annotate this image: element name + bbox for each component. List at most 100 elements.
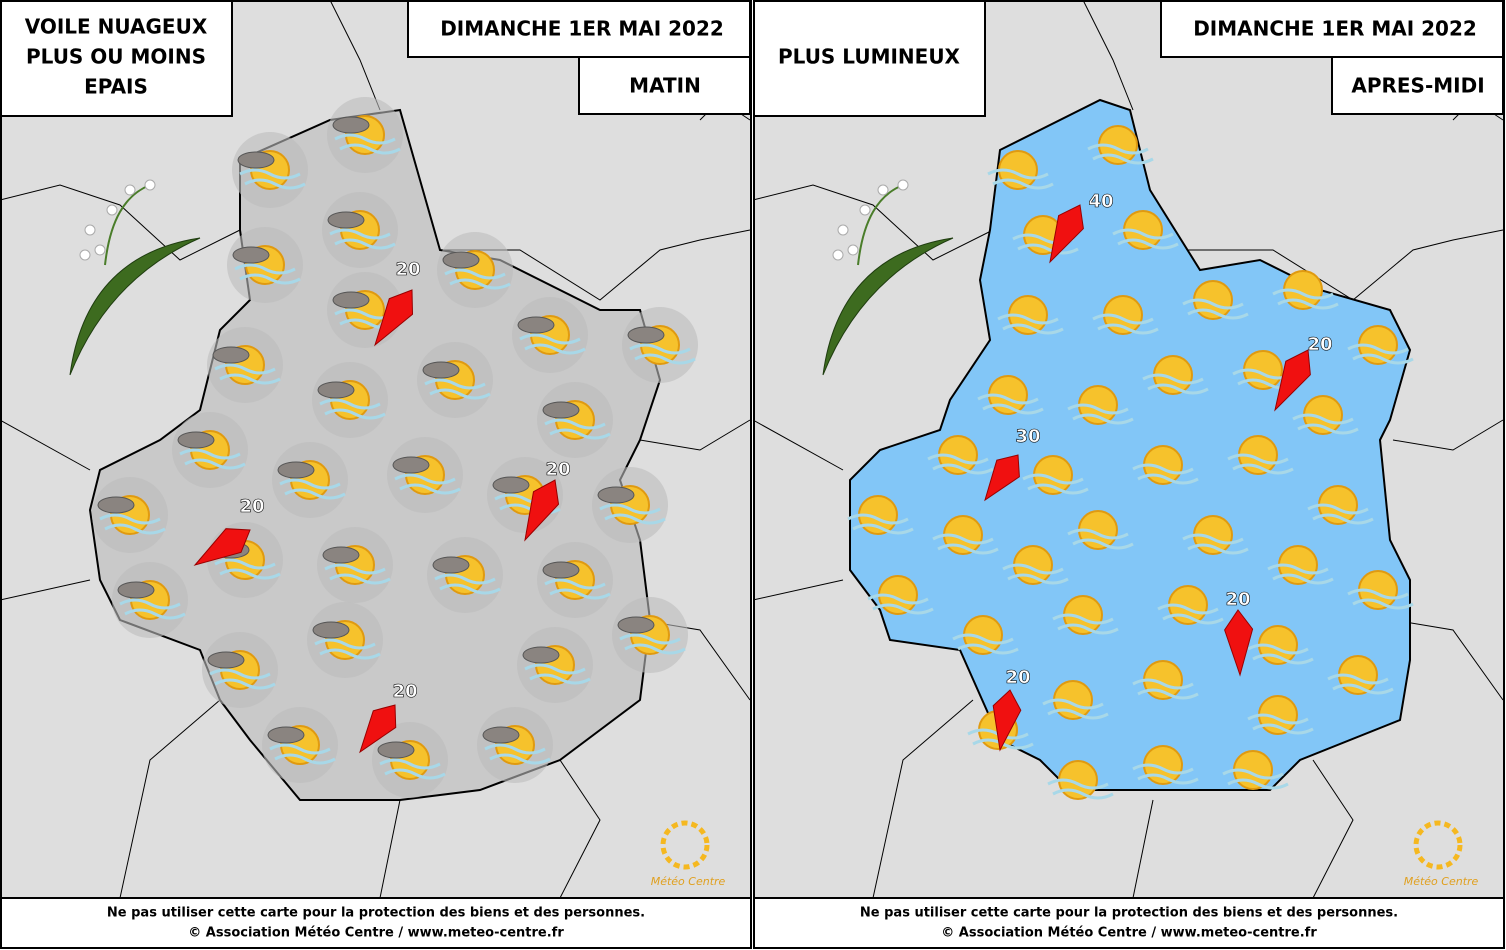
haze — [1092, 313, 1159, 335]
description: VOILE NUAGEUX — [25, 15, 208, 39]
haze — [1307, 503, 1374, 525]
wind-speed: 40 — [1088, 191, 1113, 212]
cloud — [482, 726, 520, 744]
footer-line: © Association Météo Centre / www.meteo-c… — [188, 926, 564, 941]
cloud — [442, 251, 480, 269]
date-box — [407, 0, 751, 58]
logo-text: Météo Centre — [1404, 875, 1479, 888]
haze — [279, 478, 346, 500]
cloud — [97, 496, 135, 514]
wind-speed: 20 — [392, 681, 417, 702]
wind-speed: 20 — [545, 459, 570, 480]
haze — [324, 563, 391, 585]
haze — [932, 533, 999, 555]
cloud — [432, 556, 470, 574]
cloud — [627, 326, 665, 344]
border-line — [0, 184, 241, 261]
flower — [144, 179, 156, 191]
wind-arrow — [1049, 204, 1084, 264]
cloud — [237, 151, 275, 169]
period-box — [1331, 56, 1504, 115]
haze — [209, 668, 276, 690]
haze — [952, 633, 1019, 655]
border-line — [1082, 0, 1134, 111]
haze — [269, 743, 336, 765]
haze — [927, 453, 994, 475]
haze — [334, 133, 401, 155]
logo-sun — [660, 820, 710, 870]
haze — [1222, 768, 1289, 790]
logo-text: Météo Centre — [651, 875, 726, 888]
haze — [484, 743, 551, 765]
cloud — [177, 431, 215, 449]
border-line — [752, 419, 844, 471]
flower — [897, 179, 909, 191]
haze — [1347, 343, 1414, 365]
cloud — [207, 651, 245, 669]
flower — [877, 184, 889, 196]
cloud — [422, 361, 460, 379]
description: PLUS OU MOINS — [26, 45, 206, 69]
wind-arrow — [193, 528, 251, 566]
cloud — [522, 646, 560, 664]
haze — [99, 513, 166, 535]
footer-line: Ne pas utiliser cette carte pour la prot… — [107, 906, 645, 921]
border-line — [1392, 419, 1504, 451]
cloud — [312, 621, 350, 639]
cloud — [542, 401, 580, 419]
border-line — [0, 579, 91, 601]
haze — [544, 578, 611, 600]
haze — [1132, 463, 1199, 485]
cloud — [277, 461, 315, 479]
haze — [1112, 228, 1179, 250]
haze — [1157, 603, 1224, 625]
haze — [239, 168, 306, 190]
haze — [1182, 533, 1249, 555]
flower — [106, 204, 118, 216]
haze — [1132, 678, 1199, 700]
haze — [444, 268, 511, 290]
panel: 40 20 30 20 20 Météo Centre PLUS LUMINEUX DIMAN… — [752, 0, 1505, 949]
haze — [619, 633, 686, 655]
border-line — [1132, 799, 1154, 899]
flower — [859, 204, 871, 216]
border-line — [1392, 619, 1504, 701]
cloud — [392, 456, 430, 474]
description-box — [753, 0, 986, 117]
wind-speed: 20 — [239, 496, 264, 517]
haze — [424, 378, 491, 400]
cloud — [327, 211, 365, 229]
flower — [847, 244, 859, 256]
haze — [214, 363, 281, 385]
cloud — [332, 291, 370, 309]
border-line — [559, 759, 601, 899]
cloud — [597, 486, 635, 504]
flower — [832, 249, 844, 261]
haze — [1067, 528, 1134, 550]
cloud — [117, 581, 155, 599]
haze — [987, 168, 1054, 190]
wind-arrow — [374, 289, 414, 347]
haze — [544, 418, 611, 440]
haze — [1327, 673, 1394, 695]
haze — [319, 398, 386, 420]
haze — [1272, 288, 1339, 310]
stem — [104, 184, 151, 266]
haze — [329, 228, 396, 250]
cloud — [517, 316, 555, 334]
haze — [1247, 643, 1314, 665]
description: PLUS LUMINEUX — [778, 45, 961, 69]
haze — [394, 473, 461, 495]
haze — [867, 593, 934, 615]
haze — [1267, 563, 1334, 585]
panel: 20 20 20 20 Météo Centre VOILE NUAGEUX PLUS OU… — [0, 0, 752, 949]
date-box — [1160, 0, 1504, 58]
footer-line: © Association Météo Centre / www.meteo-c… — [941, 926, 1317, 941]
wind-arrow — [1274, 349, 1311, 412]
wind-speed: 20 — [1225, 589, 1250, 610]
haze — [314, 638, 381, 660]
border-line — [0, 419, 91, 471]
cloud — [332, 116, 370, 134]
description: EPAIS — [84, 75, 148, 99]
border-line — [119, 699, 221, 899]
